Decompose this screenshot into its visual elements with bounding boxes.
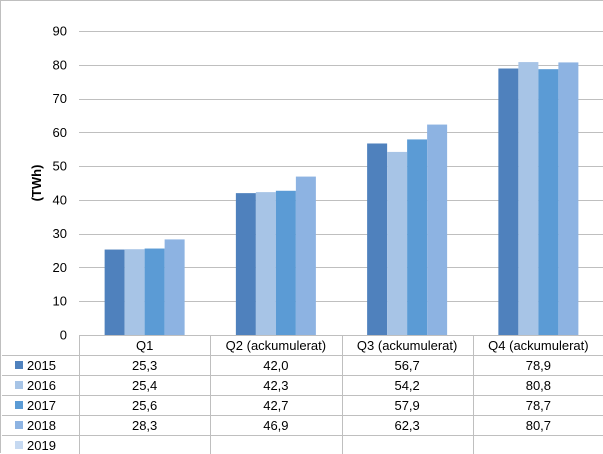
bar-2018-3 [558,62,579,336]
bar-2017-0 [144,248,165,335]
bars [104,62,579,336]
y-tick-label: 60 [53,125,67,140]
y-tick-label: 70 [53,91,67,106]
y-tick-label: 90 [53,24,67,39]
legend-key-2015 [15,361,23,369]
category-label: Q4 (ackumulerat) [488,338,588,353]
data-table: Q1 Q2 (ackumulerat) Q3 (ackumulerat) Q4 (ac… [2,335,603,454]
bar-2018-0 [164,239,185,335]
data-label: 80,8 [526,378,551,393]
y-tick-label: 80 [53,57,67,72]
data-label: 46,9 [263,418,288,433]
data-label: 80,7 [526,418,551,433]
bar-2016-3 [518,62,539,335]
bar-2015-2 [367,143,388,335]
data-label: 28,3 [132,418,157,433]
bar-2016-0 [124,249,145,335]
y-axis-title: (TWh) [29,165,44,202]
legend-key-2016 [15,381,23,389]
data-label: 62,3 [394,418,419,433]
legend-key-2017 [15,401,23,409]
bar-2018-1 [295,176,316,335]
legend-label: 2016 [27,378,56,393]
data-label: 78,7 [526,398,551,413]
data-label: 57,9 [394,398,419,413]
category-label: Q1 [136,338,153,353]
bar-2015-3 [498,68,519,335]
y-tick-label: 50 [53,159,67,174]
bar-2017-1 [275,190,296,335]
legend-label: 2018 [27,418,56,433]
legend-label: 2017 [27,398,56,413]
category-label: Q3 (ackumulerat) [357,338,457,353]
data-label: 42,3 [263,378,288,393]
category-label: Q2 (ackumulerat) [226,338,326,353]
data-label: 54,2 [394,378,419,393]
y-axis-ticks: 0 10 20 30 40 50 60 70 80 90 [53,24,67,343]
bar-2015-0 [104,249,125,335]
y-tick-label: 10 [53,294,67,309]
legend-key-2019 [15,441,23,449]
data-label: 78,9 [526,358,551,373]
y-tick-label: 20 [53,260,67,275]
data-label: 42,7 [263,398,288,413]
data-label: 42,0 [263,358,288,373]
bar-2018-2 [427,124,448,335]
bar-2016-1 [255,192,276,335]
data-label: 25,3 [132,358,157,373]
bar-2017-3 [538,69,559,336]
y-tick-label: 40 [53,192,67,207]
data-label: 25,6 [132,398,157,413]
legend-label: 2019 [27,438,56,453]
data-label: 56,7 [394,358,419,373]
y-tick-label: 30 [53,226,67,241]
y-tick-label: 0 [60,328,67,343]
legend-label: 2015 [27,358,56,373]
data-label: 25,4 [132,378,157,393]
bar-2016-2 [387,151,408,335]
bar-2015-1 [235,193,256,335]
bar-2017-2 [407,139,428,335]
legend-key-2018 [15,421,23,429]
